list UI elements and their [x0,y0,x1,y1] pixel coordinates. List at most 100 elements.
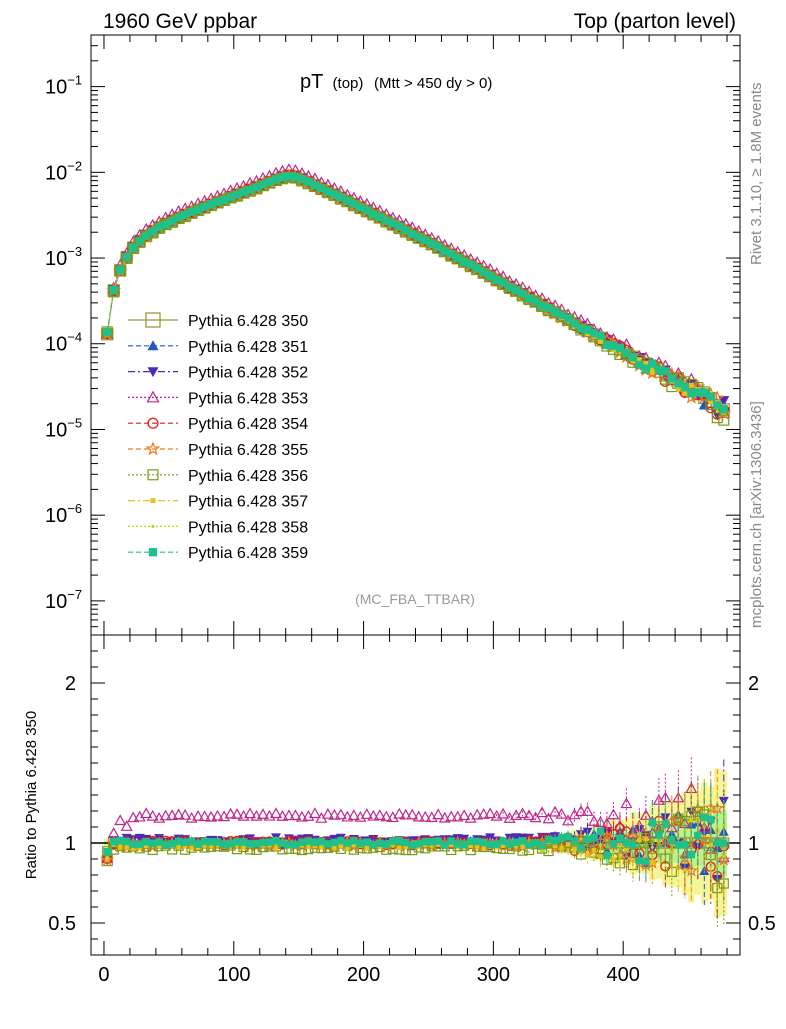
marker-open-square [394,844,405,855]
y-tick-label: 10−1 [45,73,82,99]
marker-filled-square [596,827,605,835]
marker-open-triangle [347,809,360,821]
marker-filled-square [603,851,611,860]
marker-filled-square [635,857,644,865]
marker-dot [105,855,109,859]
marker-small [397,845,402,851]
marker-small [689,817,694,823]
marker-filled-square [642,857,650,865]
ratio-y-tick-label: 1 [748,833,759,855]
marker-open-triangle [484,807,497,819]
marker-filled-square [116,265,125,274]
marker-filled-square [596,331,605,340]
marker-filled-square [285,841,293,849]
marker-filled-square [207,837,215,846]
marker-filled-square [570,837,579,845]
marker-dot [696,840,700,844]
marker-open-triangle [140,807,153,819]
marker-open-square [147,469,159,481]
marker-filled-square [512,838,520,847]
marker-small [650,859,655,865]
marker-filled-square [336,193,345,202]
marker-filled-square [518,837,527,845]
marker-filled-square [103,848,111,856]
marker-filled-square [720,839,728,847]
x-tick-label: 200 [347,964,380,986]
marker-open-triangle [334,808,347,820]
legend-label: Pythia 6.428 352 [188,365,308,382]
marker-open-square [127,242,139,255]
marker-small [598,854,603,859]
marker-open-triangle [159,809,172,821]
marker-filled-square [414,233,423,242]
marker-filled-square [499,837,507,845]
plot-title-sub2: (Mtt > 450 dy > 0) [374,75,492,92]
marker-filled-square [116,836,124,845]
marker-open-star [145,441,161,456]
marker-filled-square [135,840,144,848]
ratio-series-pythia-6.428-355 [100,769,731,902]
marker-small [338,843,344,849]
y-tick-label: 10−6 [45,501,82,527]
marker-open-triangle [445,810,458,822]
marker-open-triangle [360,808,373,819]
marker-open-triangle [419,810,432,822]
marker-triangle-down [511,833,522,843]
marker-open-square [660,853,671,864]
marker-filled-square [349,199,358,208]
marker-dot [683,829,687,833]
marker-open-triangle [393,807,406,819]
marker-open-triangle [432,808,445,820]
marker-filled-square [193,205,203,215]
marker-filled-square [408,841,417,849]
marker-open-triangle [269,807,282,819]
marker-open-triangle [198,810,211,822]
marker-small [312,844,318,849]
marker-open-circle [147,417,159,429]
marker-filled-square [486,841,494,849]
marker-triangle-up [147,340,159,351]
marker-small [675,386,681,392]
marker-small [182,843,188,849]
marker-filled-square [538,841,546,850]
marker-filled-square [590,834,598,842]
marker-dot [637,838,642,843]
marker-dot [618,855,622,859]
marker-filled-square [350,836,358,845]
marker-small [130,846,136,851]
marker-dot [566,849,570,854]
marker-filled-square [661,820,670,828]
marker-filled-square [492,275,501,285]
marker-dot [235,844,239,849]
marker-small [624,848,629,853]
marker-dot [241,845,246,849]
legend-label: Pythia 6.428 350 [188,313,308,330]
marker-filled-square [330,838,339,847]
rivet-label: Rivet 3.1.10, ≥ 1.8M events [748,83,765,266]
marker-filled-square [505,840,514,848]
marker-dot [559,847,564,852]
marker-filled-square [298,838,306,846]
marker-filled-square [278,173,287,182]
marker-filled-square [479,838,488,847]
marker-filled-square [460,840,468,849]
marker-open-triangle [282,809,295,821]
y-tick-label: 10−2 [45,158,82,184]
main-series-layer [99,163,732,426]
marker-open-triangle [477,807,490,819]
marker-filled-square [505,283,514,292]
marker-filled-square [668,835,676,844]
ratio-panel-frame [90,634,741,956]
marker-filled-square [694,831,702,840]
marker-open-triangle [192,809,205,821]
ratio-y-tick-label: 0.5 [48,913,76,935]
marker-filled-square [557,834,566,842]
marker-filled-square [421,837,429,846]
marker-open-triangle [549,805,562,817]
header-left: 1960 GeV ppbar [103,10,257,33]
marker-small [189,845,194,851]
marker-filled-square [427,838,436,846]
marker-open-triangle [256,808,270,820]
marker-small [585,852,590,858]
legend-label: Pythia 6.428 354 [188,416,308,433]
